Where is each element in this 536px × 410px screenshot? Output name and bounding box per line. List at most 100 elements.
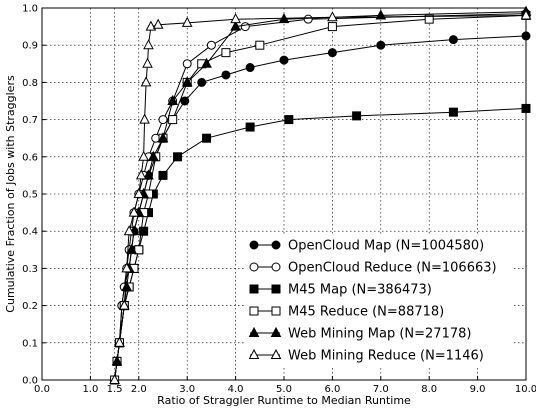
data-point — [279, 55, 289, 65]
data-point — [181, 76, 193, 87]
data-point — [255, 40, 265, 50]
legend-item: M45 Reduce (N=88718) — [249, 305, 444, 320]
data-point — [126, 243, 137, 254]
legend-background — [244, 234, 512, 368]
data-point — [142, 57, 153, 68]
data-point — [152, 18, 164, 29]
data-point — [128, 206, 140, 217]
data-point — [139, 226, 149, 236]
legend-marker — [249, 284, 259, 294]
data-point — [167, 94, 179, 105]
data-point — [303, 14, 313, 24]
data-point — [521, 31, 531, 41]
data-point — [140, 76, 152, 87]
data-point — [230, 13, 241, 24]
data-point — [521, 103, 531, 113]
x-axis-ticks: 0.0 1.0 1.5 2.0 3.0 4.0 5.0 6.0 7.0 8.0 9.0 10.0 — [34, 376, 536, 395]
data-point — [245, 122, 255, 132]
data-point — [424, 14, 434, 24]
x-tick-label: 6.0 — [324, 384, 340, 395]
data-point — [245, 63, 255, 73]
x-tick-label: 7.0 — [373, 384, 389, 395]
x-tick-label: 0.0 — [34, 384, 50, 395]
data-point — [375, 9, 387, 20]
data-point — [109, 373, 120, 384]
data-point — [134, 245, 144, 255]
data-point — [182, 59, 192, 69]
data-point — [145, 20, 157, 31]
y-tick-label: 0.6 — [22, 152, 38, 163]
data-point — [221, 70, 231, 80]
data-point — [206, 40, 216, 50]
data-point — [158, 170, 168, 180]
y-axis-ticks: 0.0 0.1 0.2 0.3 0.4 0.5 0.6 0.7 0.8 0.9 1.0 — [22, 4, 46, 387]
data-point — [327, 11, 338, 22]
legend-label: M45 Reduce (N=88718) — [288, 305, 444, 320]
legend-item: OpenCloud Map (N=1004580) — [249, 239, 484, 254]
data-point — [197, 77, 207, 87]
data-point — [114, 336, 125, 347]
legend-label: Web Mining Map (N=27178) — [288, 327, 471, 342]
x-tick-label: 5.0 — [276, 384, 292, 395]
data-point — [147, 150, 159, 161]
x-tick-label: 10.0 — [515, 384, 536, 395]
data-point — [520, 9, 532, 20]
legend-item: OpenCloud Reduce (N=106663) — [249, 261, 497, 276]
data-point — [352, 111, 362, 121]
y-tick-label: 0.1 — [22, 338, 38, 349]
data-point — [221, 48, 231, 58]
data-point — [327, 22, 337, 32]
data-point — [376, 40, 386, 50]
y-tick-label: 0.4 — [22, 227, 38, 238]
x-tick-label: 1.0 — [82, 384, 98, 395]
x-tick-label: 2.0 — [131, 384, 147, 395]
data-point — [201, 57, 212, 68]
legend-marker — [249, 262, 259, 272]
legend-label: OpenCloud Map (N=1004580) — [288, 239, 484, 254]
data-point — [158, 115, 168, 125]
legend-marker — [249, 240, 259, 250]
y-axis-label: Cumulative Fraction of Jobs with Straggl… — [4, 75, 17, 313]
data-point — [448, 107, 458, 117]
data-point — [284, 115, 294, 125]
y-tick-label: 0.8 — [22, 78, 38, 89]
data-point — [143, 169, 154, 180]
y-tick-label: 0.3 — [22, 264, 38, 275]
y-tick-label: 0.5 — [22, 190, 38, 201]
legend-item: M45 Map (N=386473) — [249, 283, 432, 298]
legend-marker — [271, 284, 281, 294]
data-point — [230, 20, 241, 31]
data-point — [181, 16, 193, 27]
data-point — [133, 187, 145, 198]
legend-label: OpenCloud Reduce (N=106663) — [288, 261, 497, 276]
data-point — [135, 169, 147, 180]
data-point — [118, 299, 130, 310]
series-group — [109, 5, 532, 385]
data-point — [121, 262, 133, 273]
y-tick-label: 1.0 — [22, 4, 38, 15]
data-point — [327, 48, 337, 58]
series-6 — [109, 9, 532, 384]
x-axis-label: Ratio of Straggler Runtime to Median Run… — [157, 394, 411, 407]
y-tick-label: 0.9 — [22, 41, 38, 52]
data-point — [138, 150, 149, 161]
y-tick-label: 0.7 — [22, 115, 38, 126]
legend-item: Web Mining Map (N=27178) — [248, 326, 471, 342]
data-point — [143, 39, 154, 50]
legend-marker — [270, 348, 282, 359]
x-tick-label: 3.0 — [179, 384, 195, 395]
data-point — [180, 96, 190, 106]
legend-marker — [249, 306, 259, 316]
data-point — [157, 132, 169, 143]
legend: OpenCloud Map (N=1004580) OpenCloud Reduc… — [244, 234, 512, 368]
legend-marker — [270, 326, 282, 337]
x-tick-label: 9.0 — [470, 384, 486, 395]
legend-marker — [248, 348, 260, 359]
data-point — [240, 22, 250, 32]
data-point — [173, 152, 183, 162]
legend-marker — [248, 326, 260, 337]
y-tick-label: 0.0 — [22, 376, 38, 387]
data-point — [168, 115, 178, 125]
data-point — [448, 35, 458, 45]
